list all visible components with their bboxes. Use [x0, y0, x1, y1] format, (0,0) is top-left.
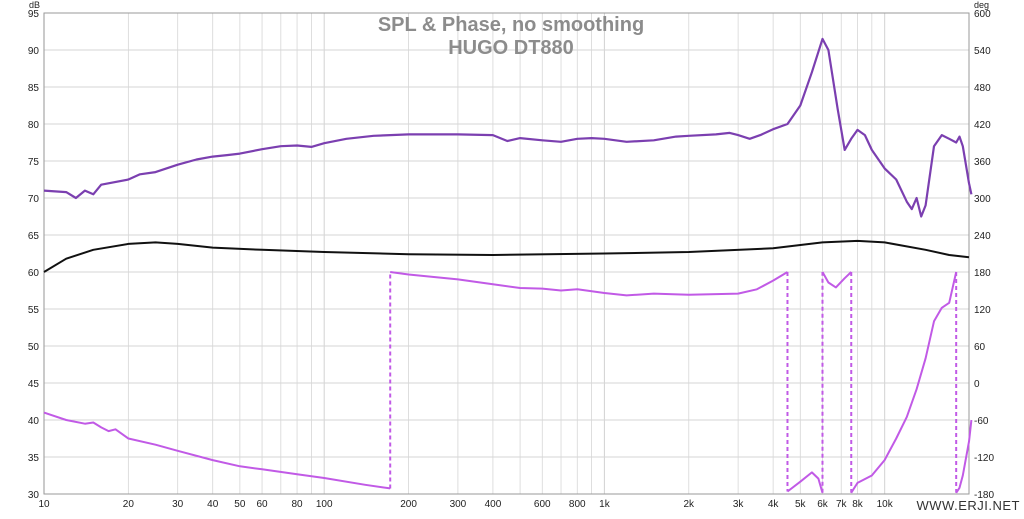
x-tick-label: 80: [291, 499, 303, 510]
phase-line: [850, 271, 958, 494]
y-right-tick-label: 180: [974, 268, 991, 279]
phase-line: [786, 471, 824, 494]
y-left-tick-label: 35: [28, 453, 40, 464]
y-right-tick-label: 360: [974, 157, 991, 168]
y-left-tick-label: 95: [28, 9, 40, 20]
y-left-tick-label: 65: [28, 231, 40, 242]
x-tick-label: 2k: [684, 499, 696, 510]
y-right-unit: deg: [974, 0, 989, 10]
y-right-tick-label: 0: [974, 379, 980, 390]
x-tick-label: 60: [256, 499, 268, 510]
x-tick-label: 10k: [877, 499, 894, 510]
x-tick-label: 6k: [817, 499, 829, 510]
phase-line: [821, 271, 852, 289]
y-left-tick-label: 60: [28, 268, 40, 279]
y-right-tick-label: 300: [974, 194, 991, 205]
x-tick-label: 7k: [836, 499, 848, 510]
x-tick-label: 300: [450, 499, 467, 510]
reference-line: [43, 239, 970, 273]
y-right-tick-label: 480: [974, 83, 991, 94]
x-tick-label: 20: [123, 499, 135, 510]
chart-subtitle: HUGO DT880: [448, 37, 574, 59]
y-left-tick-label: 85: [28, 83, 40, 94]
y-left-tick-label: 30: [28, 490, 40, 501]
grid: [43, 12, 970, 495]
x-tick-label: 40: [207, 499, 219, 510]
x-tick-label: 30: [172, 499, 184, 510]
x-tick-label: 4k: [768, 499, 780, 510]
watermark: WWW.ERJI.NET: [917, 498, 1021, 513]
y-left-tick-label: 50: [28, 342, 40, 353]
series-layer: [43, 37, 973, 494]
y-left-tick-label: 55: [28, 305, 40, 316]
plot-frame: [43, 12, 970, 495]
y-left-tick-label: 80: [28, 120, 40, 131]
x-tick-label: 800: [569, 499, 586, 510]
y-right-tick-label: 420: [974, 120, 991, 131]
x-tick-label: 3k: [733, 499, 745, 510]
phase-line: [390, 271, 789, 297]
y-right-tick-label: 240: [974, 231, 991, 242]
y-right-tick-label: -60: [974, 416, 989, 427]
x-tick-label: 100: [316, 499, 333, 510]
phase-line: [955, 419, 973, 494]
x-tick-label: 50: [234, 499, 246, 510]
y-right-tick-label: 540: [974, 46, 991, 57]
phase-line: [43, 411, 391, 490]
x-tick-label: 400: [485, 499, 502, 510]
y-left-tick-label: 70: [28, 194, 40, 205]
y-right-tick-label: 120: [974, 305, 991, 316]
y-right-tick-label: 60: [974, 342, 986, 353]
y-left-tick-label: 75: [28, 157, 40, 168]
spl-line: [43, 37, 973, 218]
y-right-tick-label: -180: [974, 490, 994, 501]
y-left-unit: dB: [29, 0, 40, 10]
x-tick-label: 8k: [852, 499, 864, 510]
y-right-tick-label: 600: [974, 9, 991, 20]
y-left-tick-label: 40: [28, 416, 40, 427]
y-left-tick-label: 45: [28, 379, 40, 390]
y-right-tick-label: -120: [974, 453, 994, 464]
y-left-tick-label: 90: [28, 46, 40, 57]
chart-title: SPL & Phase, no smoothing: [378, 14, 644, 36]
x-tick-label: 1k: [599, 499, 611, 510]
x-tick-label: 200: [400, 499, 417, 510]
x-tick-label: 600: [534, 499, 551, 510]
x-tick-label: 5k: [795, 499, 807, 510]
x-tick-label: 10: [38, 499, 50, 510]
axis-labels: 10 20 30 40 50 60 80 100 200 300 400 600 800 1k 2k 3k 4k…: [28, 9, 995, 510]
